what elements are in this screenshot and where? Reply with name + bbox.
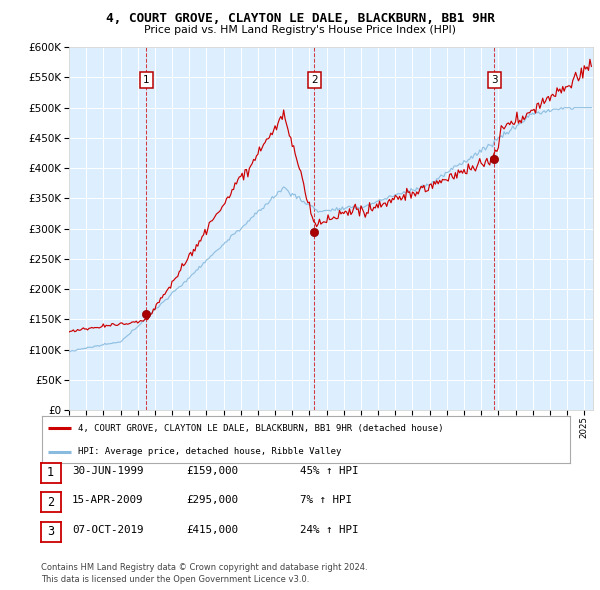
Text: Contains HM Land Registry data © Crown copyright and database right 2024.: Contains HM Land Registry data © Crown c… (41, 563, 367, 572)
Text: 3: 3 (491, 75, 498, 85)
Text: This data is licensed under the Open Government Licence v3.0.: This data is licensed under the Open Gov… (41, 575, 309, 584)
Text: 07-OCT-2019: 07-OCT-2019 (72, 525, 143, 535)
Text: 30-JUN-1999: 30-JUN-1999 (72, 466, 143, 476)
Point (310, 227, 319, 237)
Text: 1: 1 (47, 466, 54, 479)
Text: 1: 1 (143, 75, 149, 85)
Text: £159,000: £159,000 (186, 466, 238, 476)
Text: £295,000: £295,000 (186, 496, 238, 505)
Text: 15-APR-2009: 15-APR-2009 (72, 496, 143, 505)
Text: £415,000: £415,000 (186, 525, 238, 535)
Text: 24% ↑ HPI: 24% ↑ HPI (300, 525, 359, 535)
Text: 45% ↑ HPI: 45% ↑ HPI (300, 466, 359, 476)
Text: 4, COURT GROVE, CLAYTON LE DALE, BLACKBURN, BB1 9HR (detached house): 4, COURT GROVE, CLAYTON LE DALE, BLACKBU… (78, 424, 443, 432)
Text: 2: 2 (47, 496, 54, 509)
Point (490, 155, 499, 164)
Text: HPI: Average price, detached house, Ribble Valley: HPI: Average price, detached house, Ribb… (78, 447, 341, 456)
Point (142, 309, 151, 319)
Text: 7% ↑ HPI: 7% ↑ HPI (300, 496, 352, 505)
Text: 3: 3 (47, 525, 54, 538)
Text: Price paid vs. HM Land Registry's House Price Index (HPI): Price paid vs. HM Land Registry's House … (144, 25, 456, 35)
Text: 4, COURT GROVE, CLAYTON LE DALE, BLACKBURN, BB1 9HR: 4, COURT GROVE, CLAYTON LE DALE, BLACKBU… (106, 12, 494, 25)
Text: 2: 2 (311, 75, 318, 85)
